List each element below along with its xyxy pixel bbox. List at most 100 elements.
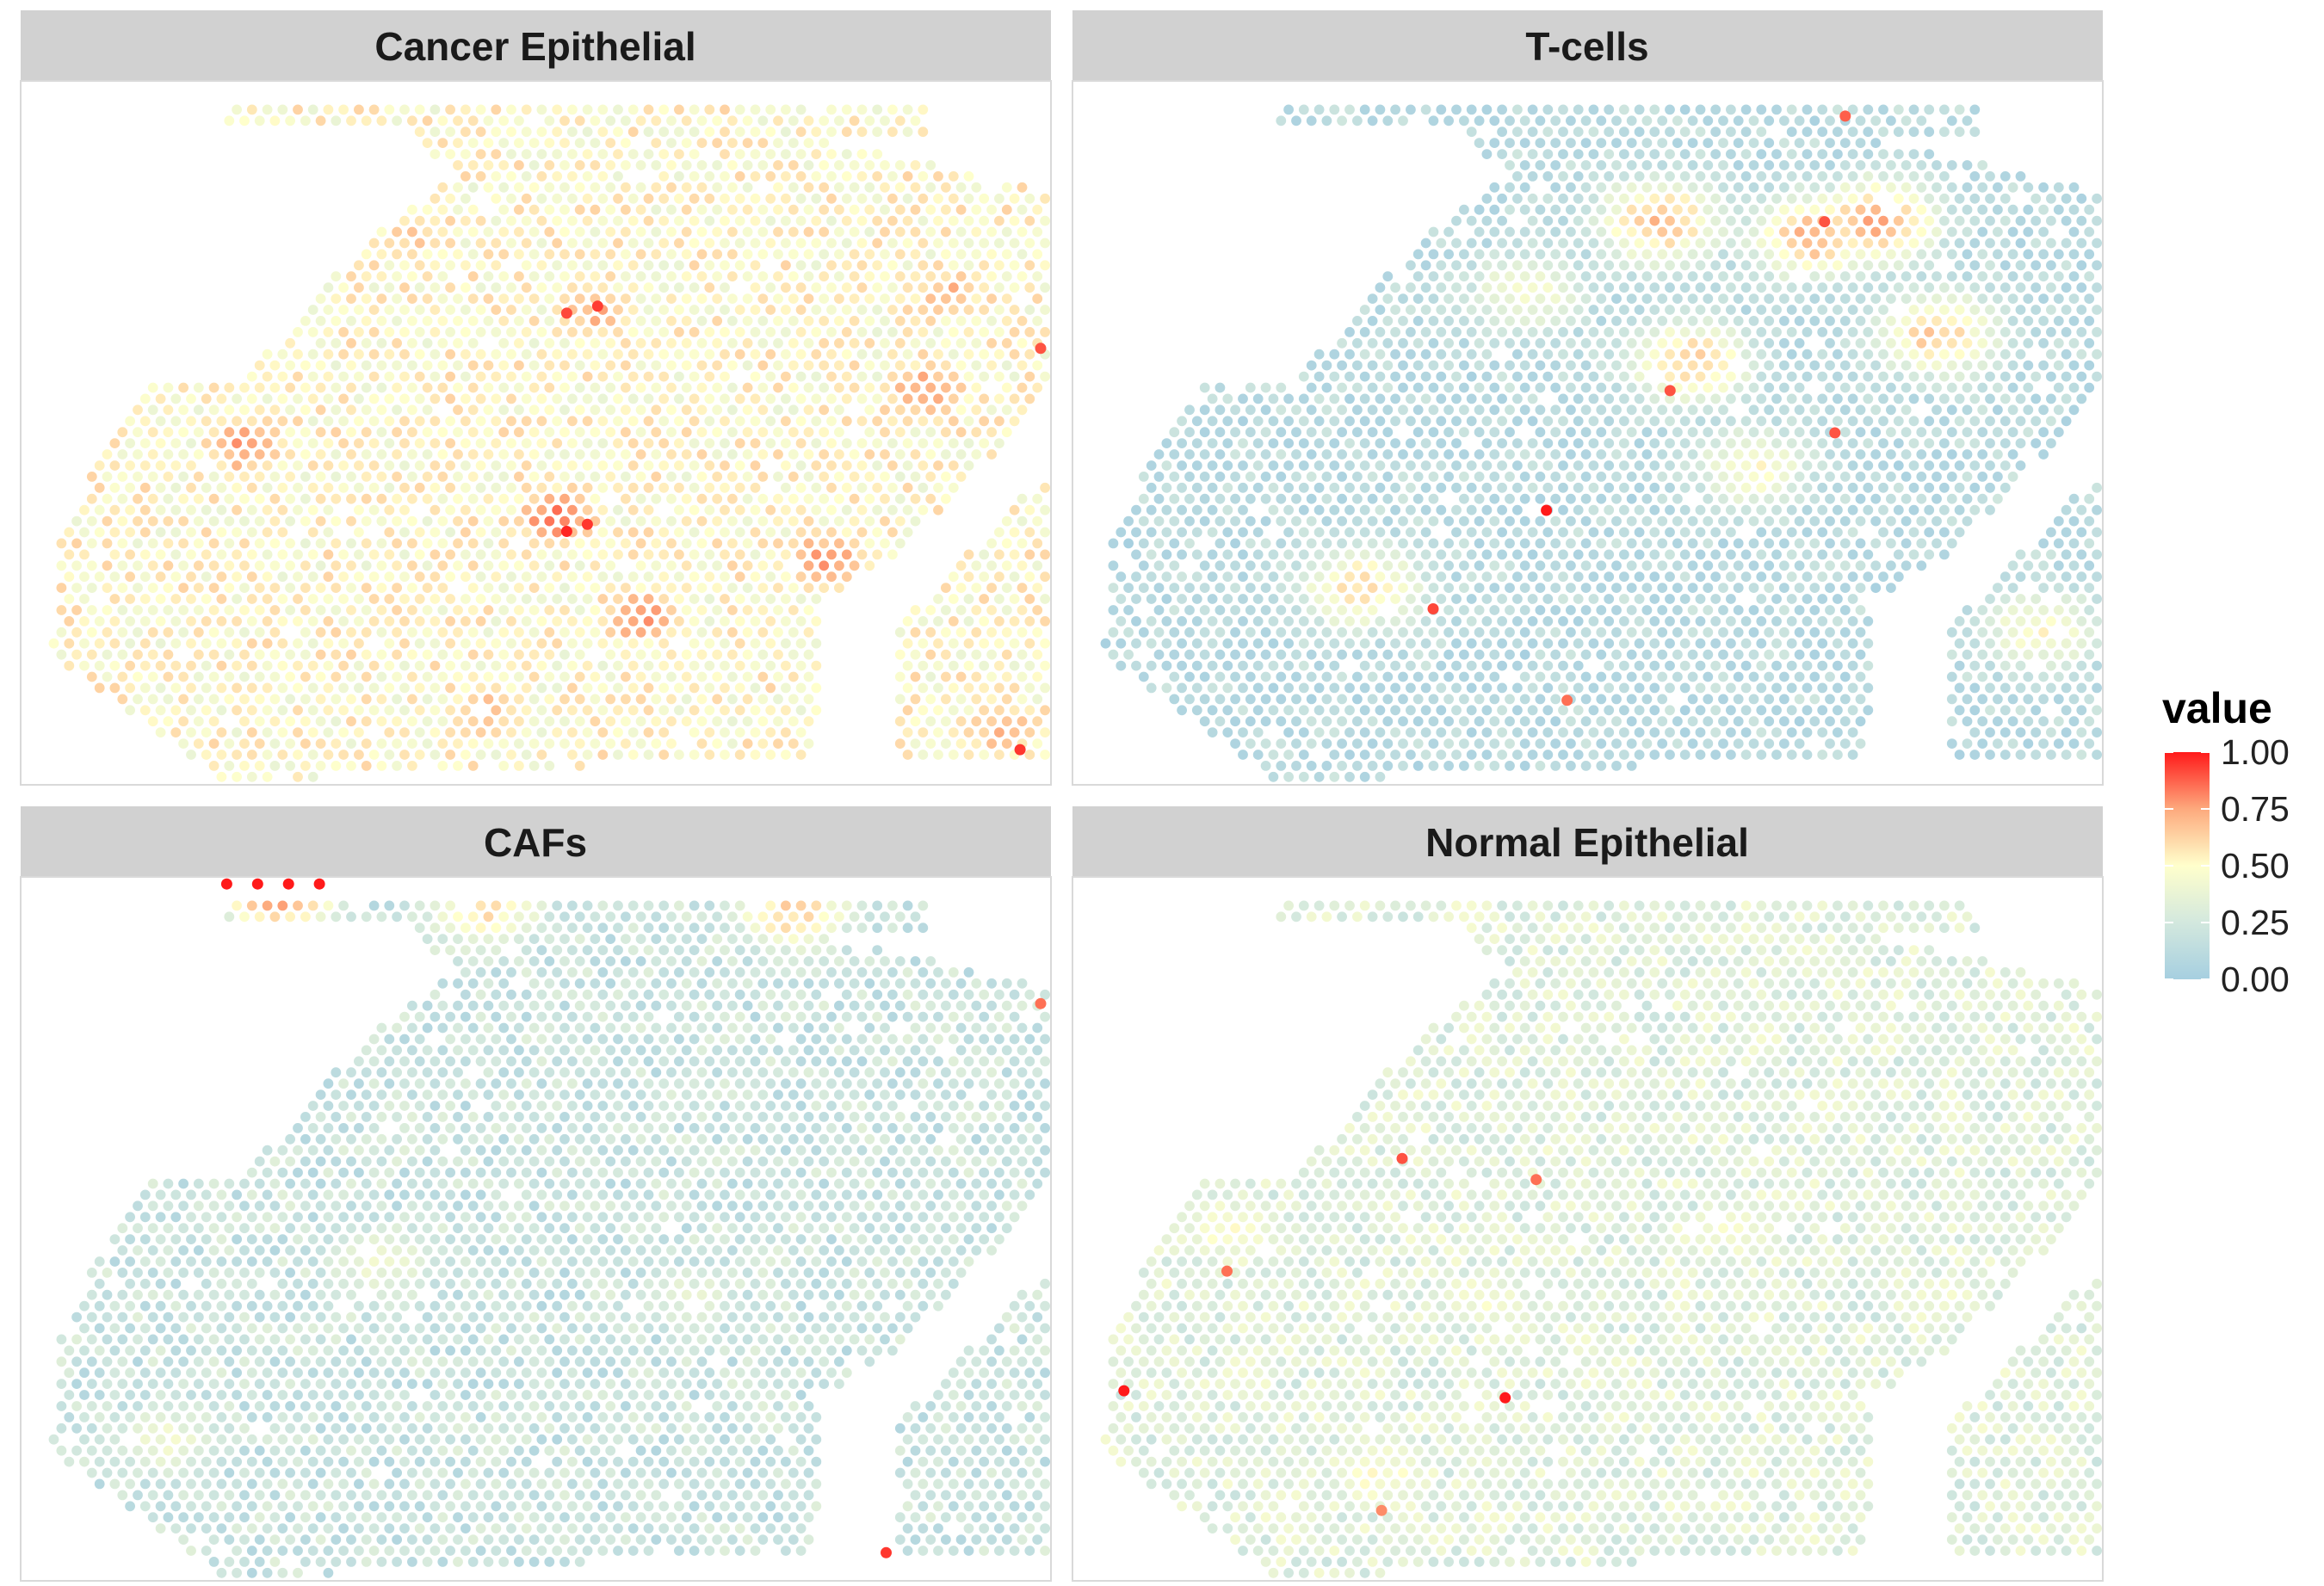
spot bbox=[795, 727, 807, 737]
spot bbox=[544, 493, 555, 504]
spot bbox=[582, 616, 593, 626]
spot bbox=[856, 305, 868, 315]
spot bbox=[696, 626, 708, 638]
spot bbox=[1908, 215, 1919, 226]
spot bbox=[1436, 416, 1447, 427]
spot bbox=[727, 337, 738, 349]
spot bbox=[1703, 382, 1714, 393]
spot bbox=[834, 493, 844, 504]
spot bbox=[1382, 382, 1394, 393]
spot bbox=[1649, 504, 1660, 515]
spot bbox=[2076, 349, 2087, 360]
spot bbox=[880, 115, 890, 127]
spot bbox=[277, 727, 288, 737]
spot bbox=[437, 449, 448, 460]
spot bbox=[651, 404, 662, 416]
spot bbox=[979, 750, 990, 760]
spot bbox=[559, 382, 570, 393]
spot bbox=[1032, 738, 1043, 749]
spot bbox=[1001, 671, 1012, 682]
spot bbox=[86, 472, 97, 482]
spot bbox=[1710, 349, 1721, 360]
spot bbox=[1672, 115, 1683, 127]
spot bbox=[1017, 249, 1028, 260]
spot bbox=[1802, 438, 1813, 448]
spot bbox=[536, 438, 547, 448]
spot bbox=[293, 571, 303, 583]
spot bbox=[491, 393, 502, 404]
spot bbox=[285, 360, 295, 371]
spot bbox=[1481, 349, 1493, 360]
spot bbox=[574, 583, 585, 593]
spot bbox=[681, 138, 692, 149]
spot bbox=[1505, 515, 1515, 527]
spot bbox=[300, 404, 311, 416]
spot bbox=[483, 493, 494, 504]
spot bbox=[178, 427, 189, 438]
spot bbox=[765, 371, 776, 382]
spot bbox=[506, 215, 516, 226]
spot bbox=[1924, 193, 1935, 204]
spot bbox=[582, 482, 593, 493]
spot bbox=[315, 671, 326, 682]
spot bbox=[368, 438, 380, 448]
spot bbox=[1802, 149, 1813, 160]
spot bbox=[1626, 493, 1637, 504]
spot bbox=[757, 138, 769, 149]
spot bbox=[1771, 260, 1782, 271]
spot bbox=[361, 337, 372, 349]
spot bbox=[1710, 327, 1721, 337]
spot bbox=[1481, 260, 1493, 271]
spot bbox=[1558, 393, 1568, 404]
spot bbox=[765, 682, 776, 694]
spot bbox=[1802, 260, 1813, 271]
spot bbox=[902, 193, 913, 204]
spot bbox=[1634, 171, 1645, 182]
spot bbox=[1535, 138, 1546, 149]
spot bbox=[803, 182, 814, 193]
spot bbox=[1260, 472, 1271, 482]
spot bbox=[430, 616, 441, 626]
spot bbox=[376, 293, 387, 304]
spot bbox=[1573, 104, 1584, 115]
spot bbox=[1657, 360, 1668, 371]
spot bbox=[239, 382, 250, 393]
spot bbox=[536, 393, 547, 404]
spot bbox=[979, 305, 990, 315]
spot bbox=[811, 393, 822, 404]
spot bbox=[720, 571, 730, 583]
spot bbox=[2053, 293, 2064, 304]
spot bbox=[712, 138, 723, 149]
spot bbox=[734, 482, 745, 493]
spot bbox=[1710, 282, 1721, 293]
spot bbox=[491, 305, 502, 315]
spot bbox=[582, 260, 593, 271]
spot bbox=[376, 560, 387, 571]
spot bbox=[307, 638, 318, 649]
spot bbox=[955, 182, 967, 193]
spot bbox=[1939, 416, 1950, 427]
spot bbox=[117, 515, 128, 527]
spot bbox=[407, 427, 417, 438]
spot bbox=[597, 482, 609, 493]
spot bbox=[658, 171, 670, 182]
spot bbox=[2061, 416, 2072, 427]
spot bbox=[544, 115, 555, 127]
spot bbox=[422, 560, 433, 571]
spot bbox=[536, 750, 547, 760]
spot bbox=[1436, 393, 1447, 404]
spot bbox=[1131, 527, 1141, 538]
spot bbox=[941, 493, 951, 504]
spot bbox=[262, 104, 273, 115]
spot bbox=[506, 416, 516, 427]
spot bbox=[86, 538, 97, 549]
spot bbox=[1542, 260, 1554, 271]
spot bbox=[979, 282, 990, 293]
spot bbox=[414, 104, 425, 115]
spot bbox=[1352, 382, 1363, 393]
spot bbox=[1177, 438, 1187, 448]
spot bbox=[1573, 282, 1584, 293]
spot bbox=[1679, 238, 1690, 249]
spot bbox=[467, 337, 479, 349]
spot bbox=[528, 538, 540, 549]
